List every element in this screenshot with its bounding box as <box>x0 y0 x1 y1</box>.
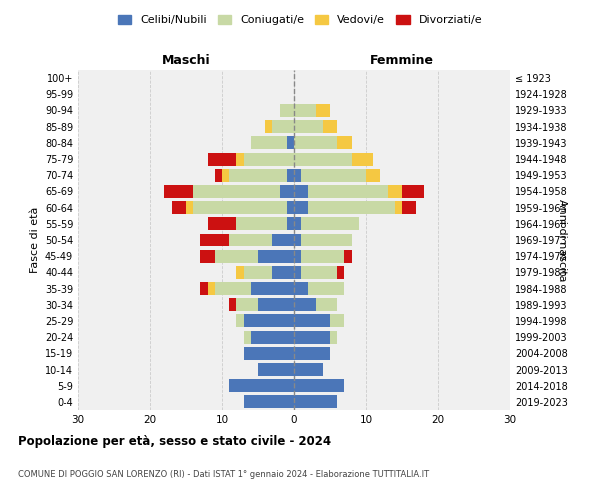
Bar <box>316 104 330 117</box>
Bar <box>395 201 402 214</box>
Bar <box>294 282 308 295</box>
Bar <box>294 185 308 198</box>
Text: Fasce di età: Fasce di età <box>30 207 40 273</box>
Bar <box>294 396 337 408</box>
Bar <box>215 169 222 181</box>
Bar <box>208 152 236 166</box>
Bar <box>287 169 294 181</box>
Bar <box>215 282 251 295</box>
Bar <box>294 234 301 246</box>
Bar <box>251 330 294 344</box>
Bar <box>215 250 258 262</box>
Bar <box>366 169 380 181</box>
Bar <box>294 330 330 344</box>
Bar <box>251 282 294 295</box>
Bar <box>229 298 236 311</box>
Bar <box>301 218 359 230</box>
Bar <box>236 298 258 311</box>
Bar <box>265 120 272 133</box>
Bar <box>294 266 301 279</box>
Bar <box>294 120 323 133</box>
Bar <box>164 185 193 198</box>
Bar <box>294 218 301 230</box>
Bar <box>294 379 344 392</box>
Bar <box>402 201 416 214</box>
Bar <box>337 136 352 149</box>
Bar <box>294 136 337 149</box>
Bar <box>200 234 229 246</box>
Bar <box>294 363 323 376</box>
Bar <box>236 152 244 166</box>
Bar <box>244 330 251 344</box>
Bar <box>294 250 301 262</box>
Bar <box>244 152 294 166</box>
Bar <box>294 169 301 181</box>
Bar <box>388 185 402 198</box>
Bar <box>308 185 388 198</box>
Bar <box>337 266 344 279</box>
Legend: Celibi/Nubili, Coniugati/e, Vedovi/e, Divorziati/e: Celibi/Nubili, Coniugati/e, Vedovi/e, Di… <box>113 10 487 30</box>
Bar <box>301 250 344 262</box>
Bar <box>301 234 352 246</box>
Bar <box>294 201 308 214</box>
Bar <box>258 363 294 376</box>
Bar <box>280 185 294 198</box>
Bar <box>344 250 352 262</box>
Bar <box>244 314 294 328</box>
Bar <box>330 330 337 344</box>
Bar <box>272 120 294 133</box>
Bar <box>200 282 208 295</box>
Bar <box>294 298 316 311</box>
Bar <box>236 218 287 230</box>
Bar <box>352 152 373 166</box>
Bar <box>308 282 344 295</box>
Bar <box>272 234 294 246</box>
Bar <box>258 298 294 311</box>
Bar <box>251 136 287 149</box>
Bar <box>244 266 272 279</box>
Bar <box>208 218 236 230</box>
Bar <box>301 169 366 181</box>
Bar <box>244 347 294 360</box>
Bar <box>193 201 287 214</box>
Bar <box>236 314 244 328</box>
Text: COMUNE DI POGGIO SAN LORENZO (RI) - Dati ISTAT 1° gennaio 2024 - Elaborazione TU: COMUNE DI POGGIO SAN LORENZO (RI) - Dati… <box>18 470 429 479</box>
Bar <box>229 379 294 392</box>
Bar <box>229 169 287 181</box>
Bar <box>294 314 330 328</box>
Bar <box>244 396 294 408</box>
Bar <box>172 201 186 214</box>
Bar <box>287 218 294 230</box>
Text: Anni di nascita: Anni di nascita <box>557 198 567 281</box>
Bar <box>222 169 229 181</box>
Bar <box>294 152 352 166</box>
Bar <box>330 314 344 328</box>
Bar <box>301 266 337 279</box>
Bar <box>258 250 294 262</box>
Bar <box>316 298 337 311</box>
Bar <box>200 250 215 262</box>
Bar <box>272 266 294 279</box>
Bar <box>208 282 215 295</box>
Bar <box>287 201 294 214</box>
Text: Femmine: Femmine <box>370 54 434 67</box>
Bar <box>294 104 316 117</box>
Bar <box>323 120 337 133</box>
Bar <box>308 201 395 214</box>
Bar <box>236 266 244 279</box>
Bar <box>287 136 294 149</box>
Bar <box>294 347 330 360</box>
Text: Popolazione per età, sesso e stato civile - 2024: Popolazione per età, sesso e stato civil… <box>18 435 331 448</box>
Bar <box>402 185 424 198</box>
Bar <box>193 185 280 198</box>
Bar <box>229 234 272 246</box>
Bar <box>186 201 193 214</box>
Bar <box>280 104 294 117</box>
Text: Maschi: Maschi <box>161 54 211 67</box>
